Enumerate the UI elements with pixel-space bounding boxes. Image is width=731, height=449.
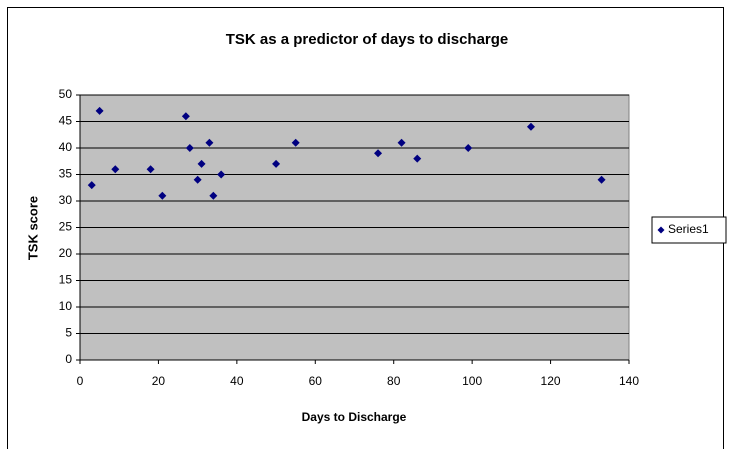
y-tick-label: 15	[59, 273, 73, 287]
x-tick-label: 120	[541, 374, 561, 388]
point	[413, 154, 422, 163]
y-tick-label: 45	[59, 114, 73, 128]
legend-label: Series1	[668, 222, 709, 236]
y-tick-label: 5	[65, 326, 72, 340]
y-axis-label: TSK score	[25, 196, 40, 260]
x-tick-label: 0	[77, 374, 84, 388]
y-tick-label: 10	[59, 299, 73, 313]
chart-title: TSK as a predictor of days to discharge	[226, 31, 509, 48]
point	[95, 106, 104, 115]
point	[464, 144, 473, 152]
y-tick-label: 20	[59, 246, 73, 260]
point	[291, 138, 300, 147]
x-tick-label: 100	[462, 374, 482, 388]
point	[146, 165, 155, 174]
y-tick-label: 0	[65, 352, 72, 366]
legend-marker	[657, 226, 665, 234]
y-tick-label: 30	[59, 193, 73, 207]
point	[526, 122, 535, 131]
point	[205, 138, 214, 147]
x-axis-label: Days to Discharge	[302, 410, 407, 424]
point	[374, 149, 383, 158]
x-tick-label: 40	[230, 374, 244, 388]
y-tick-label: 25	[59, 220, 73, 234]
x-tick-label: 60	[309, 374, 323, 388]
point	[193, 175, 202, 184]
y-tick-label: 40	[59, 140, 73, 154]
point	[181, 112, 190, 121]
point	[87, 181, 96, 190]
x-tick-label: 80	[387, 374, 401, 388]
point	[597, 175, 606, 184]
point	[111, 165, 120, 174]
point	[158, 191, 167, 200]
y-tick-label: 35	[59, 167, 73, 181]
point	[397, 138, 406, 147]
x-tick-label: 20	[152, 374, 166, 388]
point	[185, 144, 194, 152]
x-tick-label: 140	[619, 374, 639, 388]
point	[209, 191, 218, 200]
point	[217, 170, 226, 179]
point	[197, 159, 206, 168]
y-tick-label: 50	[59, 87, 73, 101]
point	[272, 159, 281, 168]
